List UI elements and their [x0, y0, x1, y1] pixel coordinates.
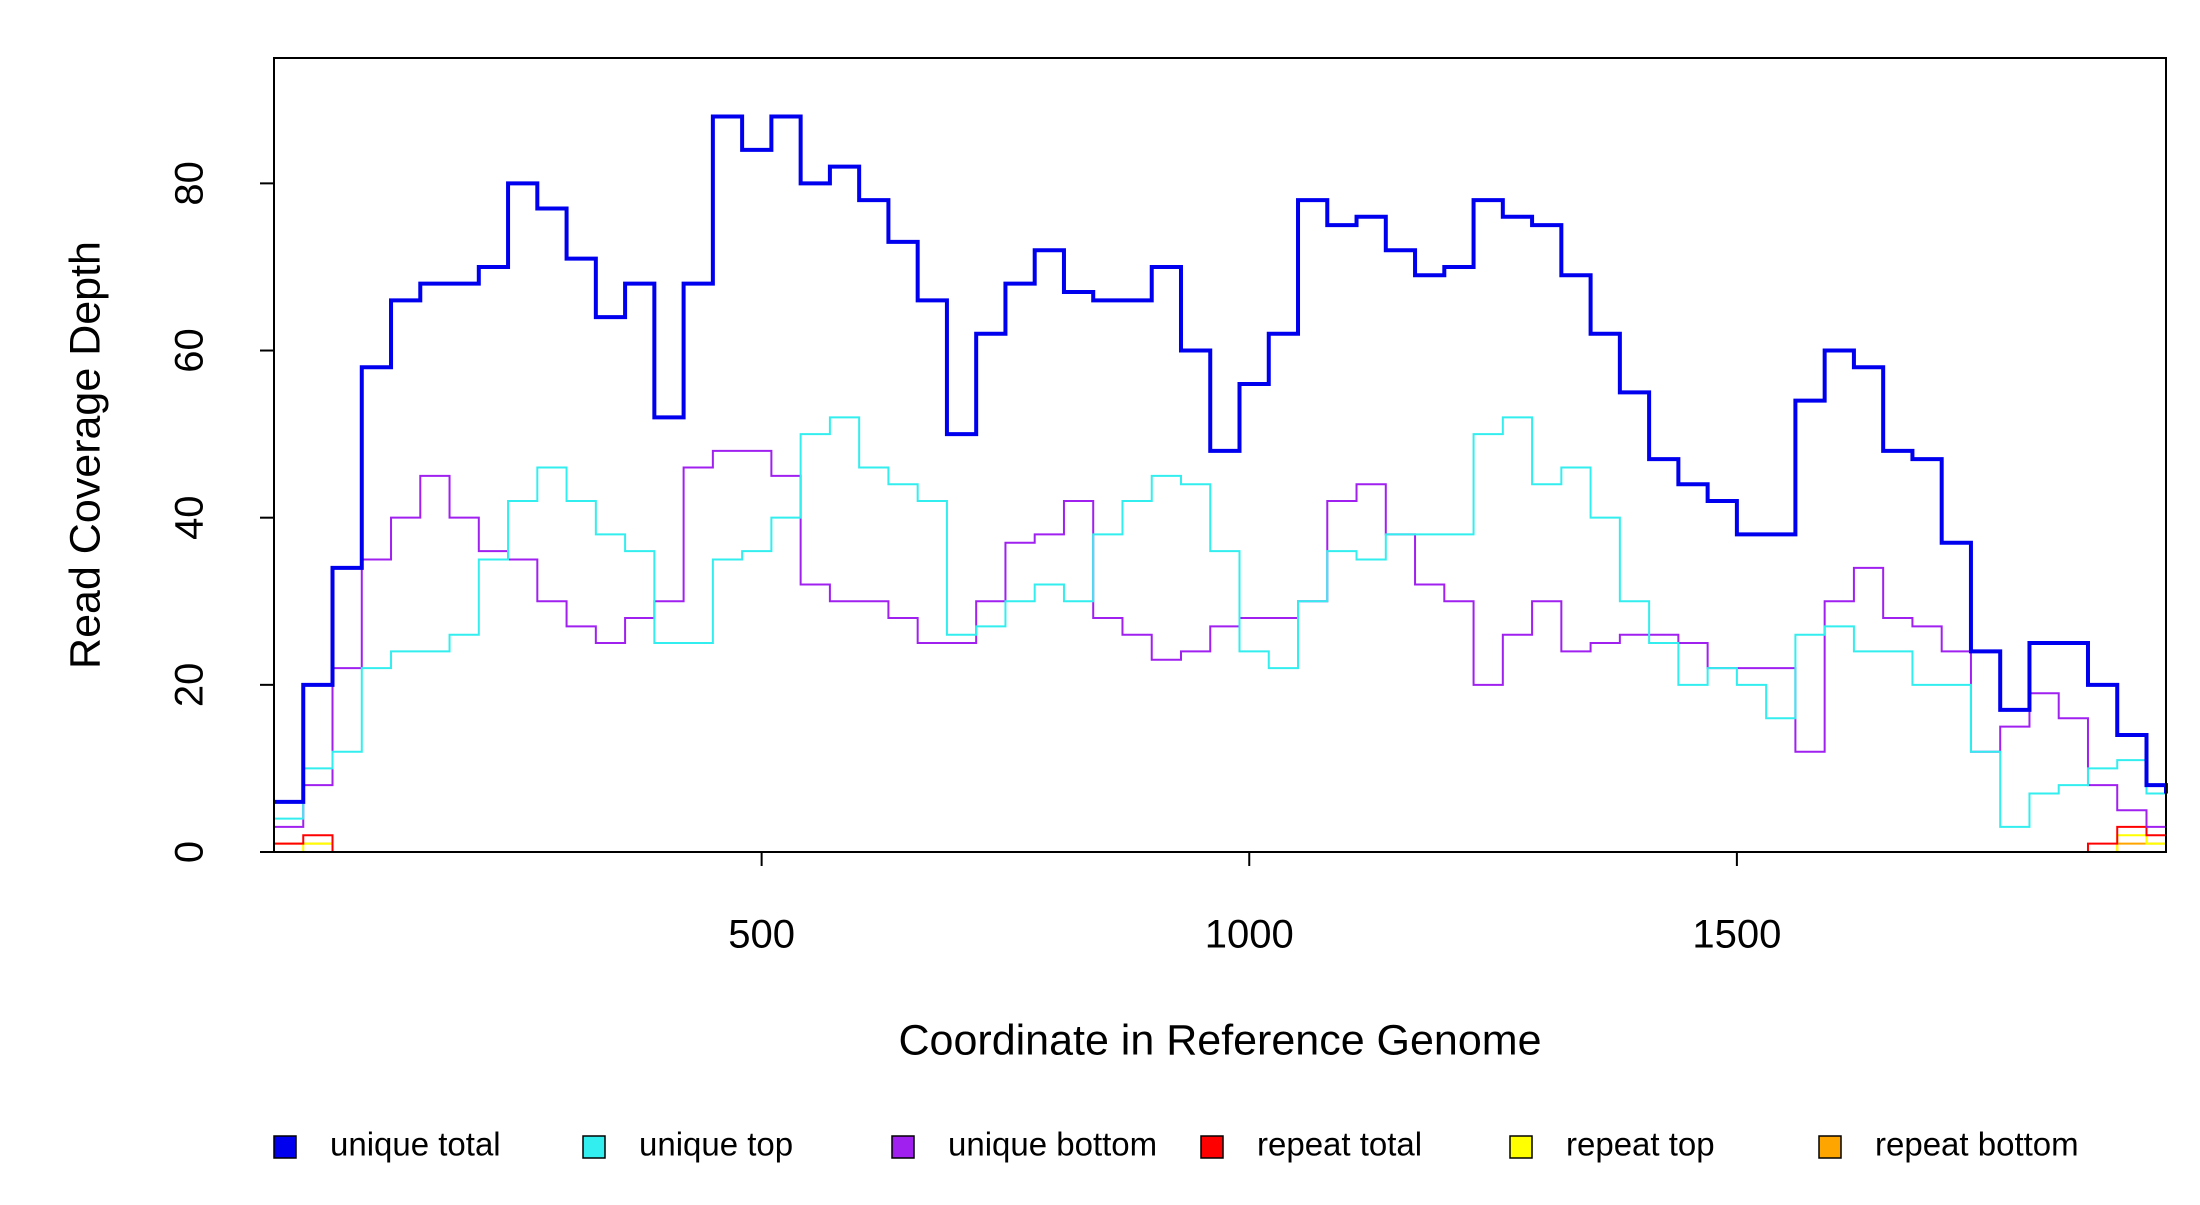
plot-frame [273, 57, 2167, 853]
y-tick-label: 60 [168, 328, 212, 373]
y-tick-label: 0 [168, 841, 212, 863]
legend-swatch [1818, 1135, 1842, 1159]
legend-label: repeat bottom [1875, 1126, 2079, 1163]
legend-label: unique top [639, 1126, 793, 1163]
series-line [274, 114, 2168, 804]
series-line [274, 416, 2167, 828]
x-axis-title: Coordinate in Reference Genome [899, 1016, 1542, 1064]
y-tick-label: 20 [168, 663, 212, 708]
series-line [274, 449, 2166, 828]
x-tick-label: 1000 [1205, 913, 1294, 957]
legend-swatch [273, 1135, 297, 1159]
series-line [274, 842, 2167, 853]
legend-swatch [1509, 1135, 1533, 1159]
series-line [274, 834, 2167, 853]
legend-label: repeat total [1257, 1126, 1422, 1163]
y-axis-title: Read Coverage Depth [61, 241, 109, 669]
x-tick-label: 500 [728, 913, 795, 957]
y-tick-label: 40 [168, 495, 212, 540]
legend-swatch [891, 1135, 915, 1159]
x-tick-label: 1500 [1692, 913, 1781, 957]
legend-label: unique total [330, 1126, 501, 1163]
series-line [274, 825, 2167, 853]
legend-label: repeat top [1566, 1126, 1715, 1163]
legend-swatch [582, 1135, 606, 1159]
y-tick-label: 80 [168, 161, 212, 206]
legend-label: unique bottom [948, 1126, 1157, 1163]
legend-swatch [1200, 1135, 1224, 1159]
